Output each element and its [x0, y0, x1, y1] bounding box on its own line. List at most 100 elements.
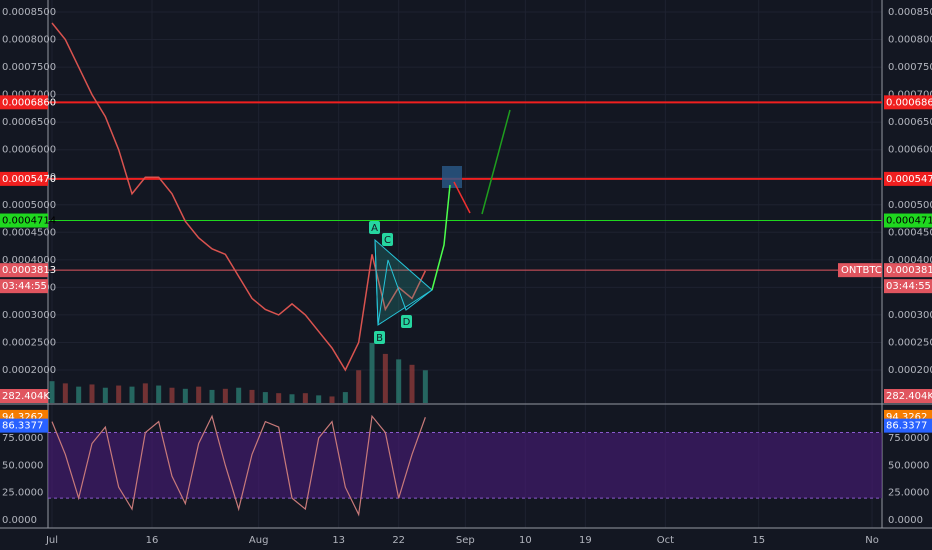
y-tick-label: 0.0004500 [888, 227, 932, 238]
level-tag [884, 263, 932, 278]
pattern: A B C D [369, 109, 511, 344]
y-tick-label: 0.0007000 [888, 90, 932, 101]
volume-bar [422, 370, 428, 403]
level-tag-label: 0.0003813 [886, 265, 932, 276]
symbol-tag [838, 263, 882, 278]
indicator-label: 94.3262 [2, 412, 43, 423]
countdown-tag [0, 279, 48, 294]
level-tag-label: 0.0004714 [886, 216, 932, 227]
indicator-label: 86.3377 [886, 421, 927, 432]
y-tick-label: 0.0005000 [2, 200, 56, 211]
volume-bar [236, 387, 242, 403]
y-tick-label: 0.0004500 [2, 227, 56, 238]
level-tag-label: 0.0003813 [2, 265, 56, 276]
volume-bar [89, 384, 95, 403]
x-tick-label: Sep [456, 535, 475, 546]
x-tick-label: 10 [519, 535, 532, 546]
level-tag [0, 213, 48, 228]
x-tick-label: Oct [657, 535, 674, 546]
y-tick-label: 0.0008500 [2, 7, 56, 18]
level-tag [884, 171, 932, 186]
stoch-tick-label: 0.0000 [2, 515, 37, 526]
y-tick-label: 0.0002000 [888, 365, 932, 376]
volume-bar [302, 393, 308, 403]
level-tag-label: 0.0004714 [2, 216, 56, 227]
pattern-badge [374, 331, 385, 344]
abcd-line [374, 239, 433, 326]
indicator-tag [884, 389, 932, 403]
indicator-tag [0, 389, 48, 403]
volume-bar [142, 383, 148, 403]
volume-bar [49, 381, 55, 403]
volume-bar [249, 389, 255, 403]
volume-bar [356, 370, 362, 403]
y-tick-label: 0.0008000 [2, 35, 56, 46]
level-tag [884, 95, 932, 110]
volume-bar [196, 386, 202, 403]
target-box [442, 166, 462, 188]
pattern-label: C [384, 235, 391, 246]
volume-bar [102, 387, 108, 403]
indicator-label: 282.404K [2, 391, 50, 402]
stoch-tick-label: 50.0000 [2, 460, 43, 471]
volume-bar [329, 396, 335, 403]
pattern-badge [382, 233, 393, 246]
pattern-label: B [376, 333, 383, 344]
y-tick-label: 0.0008500 [888, 7, 932, 18]
volume-bar [62, 383, 68, 403]
y-tick-label: 0.0007000 [2, 90, 56, 101]
x-tick-label: Jul [45, 535, 58, 546]
stoch-tick-label: 25.0000 [2, 488, 43, 499]
arrow-target [481, 109, 511, 215]
volume-bar [369, 343, 375, 403]
stoch-tick-label: 75.0000 [2, 433, 43, 444]
x-tick-label: 16 [146, 535, 159, 546]
y-tick-label: 0.0003000 [2, 310, 56, 321]
y-tick-label: 0.0003000 [888, 310, 932, 321]
y-tick-label: 0.0007500 [2, 62, 56, 73]
y-tick-label: 0.0006000 [888, 145, 932, 156]
volume-bar [169, 387, 175, 403]
stoch-tick-label: 50.0000 [888, 460, 929, 471]
price-line [51, 22, 427, 372]
stoch-tick-label: 75.0000 [888, 433, 929, 444]
volume-bar [316, 395, 322, 403]
volume-bar [116, 385, 122, 403]
level-tag-label: 0.0006860 [886, 97, 932, 108]
stoch-tick-label: 25.0000 [888, 488, 929, 499]
pattern-label: A [371, 223, 378, 234]
x-tick-label: 22 [392, 535, 405, 546]
countdown-label: 03:44:55 [2, 281, 47, 292]
y-tick-label: 0.0002500 [2, 337, 56, 348]
volume-bar [209, 389, 215, 403]
arrow-up [431, 184, 451, 291]
x-tick-label: Aug [249, 535, 269, 546]
symbol-label: ONTBTC [841, 265, 882, 276]
volume-bar [76, 386, 82, 403]
countdown-tag [884, 279, 932, 294]
volume-bar [342, 392, 348, 403]
level-tag [0, 171, 48, 186]
y-tick-label: 0.0008000 [888, 35, 932, 46]
x-tick-label: No [865, 535, 879, 546]
indicator-tag [884, 418, 932, 433]
x-tick-label: 15 [752, 535, 765, 546]
y-tick-label: 0.0007500 [888, 62, 932, 73]
indicator-label: 86.3377 [2, 421, 43, 432]
volume-bar [289, 394, 295, 403]
volume-bar [262, 392, 268, 403]
volume-bar [129, 386, 135, 403]
volume-bar [276, 393, 282, 403]
volume-bar [382, 353, 388, 403]
indicator-tag [0, 418, 48, 433]
volume-bar [409, 364, 415, 403]
level-tag-label: 0.0005470 [886, 174, 932, 185]
y-tick-label: 0.0002500 [888, 337, 932, 348]
y-tick-label: 0.0002000 [2, 365, 56, 376]
y-tick-label: 0.0006500 [888, 117, 932, 128]
pattern-badge [369, 221, 380, 234]
y-tick-label: 0.0006000 [2, 145, 56, 156]
stoch-band [48, 432, 882, 499]
x-tick-label: 13 [332, 535, 345, 546]
